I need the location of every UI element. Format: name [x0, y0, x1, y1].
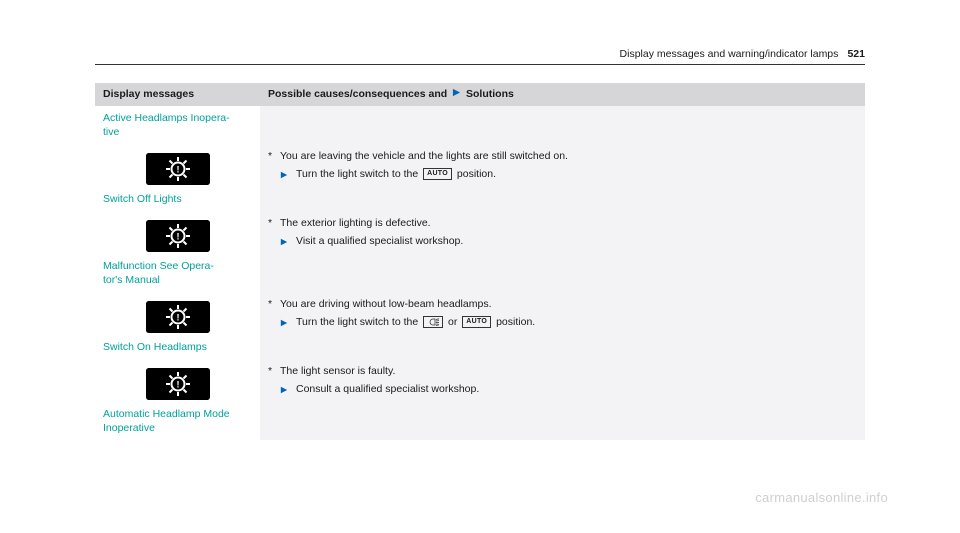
light-warning-icon: !: [103, 216, 252, 259]
message-cell: ! Switch Off Lights: [95, 144, 260, 211]
warnings-table: Display messagesPossible causes/conseque…: [95, 83, 865, 440]
cause-text: *You are driving without low-beam headla…: [268, 297, 857, 312]
solution-cell: *You are leaving the vehicle and the lig…: [260, 144, 865, 211]
header-section-title: Display messages and warning/indicator l…: [620, 48, 839, 60]
solution-cell: *The exterior lighting is defective. Visi…: [260, 211, 865, 292]
header-page-number: 521: [847, 48, 865, 60]
message-label: Automatic Headlamp Mode Inoperative: [103, 407, 252, 435]
table-row: ! Automatic Headlamp Mode Inoperative*Th…: [95, 359, 865, 440]
triangle-icon: [280, 169, 288, 184]
light-warning-icon: !: [103, 297, 252, 340]
solution-text: Turn the light switch to the AUTO positi…: [268, 167, 857, 182]
solution-cell: *The light sensor is faulty. Consult a qu…: [260, 359, 865, 440]
table-row: Active Headlamps Inopera‐ tive: [95, 106, 865, 144]
triangle-icon: [280, 317, 288, 332]
svg-text:!: !: [176, 232, 179, 242]
svg-text:!: !: [176, 165, 179, 175]
message-label: Malfunction See Opera‐ tor's Manual: [103, 259, 252, 287]
triangle-icon: [280, 384, 288, 399]
table-header-row: Display messagesPossible causes/conseque…: [95, 83, 865, 106]
auto-icon: AUTO: [462, 316, 491, 328]
cause-text: *The exterior lighting is defective.: [268, 216, 857, 231]
solution-text: Turn the light switch to the or AUTO pos…: [268, 315, 857, 330]
light-warning-icon: !: [103, 149, 252, 192]
message-label: Switch On Headlamps: [103, 340, 252, 354]
auto-icon: AUTO: [423, 168, 452, 180]
table-row: ! Malfunction See Opera‐ tor's Manual*Th…: [95, 211, 865, 292]
message-cell: ! Switch On Headlamps: [95, 292, 260, 359]
headlamp-icon: [423, 316, 443, 328]
light-warning-icon: !: [103, 364, 252, 407]
table-row: ! Switch Off Lights *You are leaving the …: [95, 144, 865, 211]
solution-cell: [260, 106, 865, 144]
header-messages: Display messages: [95, 83, 260, 106]
cause-text: *The light sensor is faulty.: [268, 364, 857, 379]
message-label: Active Headlamps Inopera‐ tive: [103, 111, 252, 139]
triangle-icon: [452, 87, 461, 102]
page-header: Display messages and warning/indicator l…: [95, 48, 865, 65]
triangle-icon: [280, 236, 288, 251]
svg-text:!: !: [176, 313, 179, 323]
header-causes: Possible causes/consequences and Solutio…: [260, 83, 865, 106]
svg-text:!: !: [176, 379, 179, 389]
table-row: ! Switch On Headlamps *You are driving wi…: [95, 292, 865, 359]
message-cell: ! Automatic Headlamp Mode Inoperative: [95, 359, 260, 440]
message-label: Switch Off Lights: [103, 192, 252, 206]
message-cell: Active Headlamps Inopera‐ tive: [95, 106, 260, 144]
solution-text: Consult a qualified specialist workshop.: [268, 382, 857, 397]
message-cell: ! Malfunction See Opera‐ tor's Manual: [95, 211, 260, 292]
solution-cell: *You are driving without low-beam headla…: [260, 292, 865, 359]
cause-text: *You are leaving the vehicle and the lig…: [268, 149, 857, 164]
solution-text: Visit a qualified specialist workshop.: [268, 234, 857, 249]
watermark: carmanualsonline.info: [755, 490, 888, 505]
